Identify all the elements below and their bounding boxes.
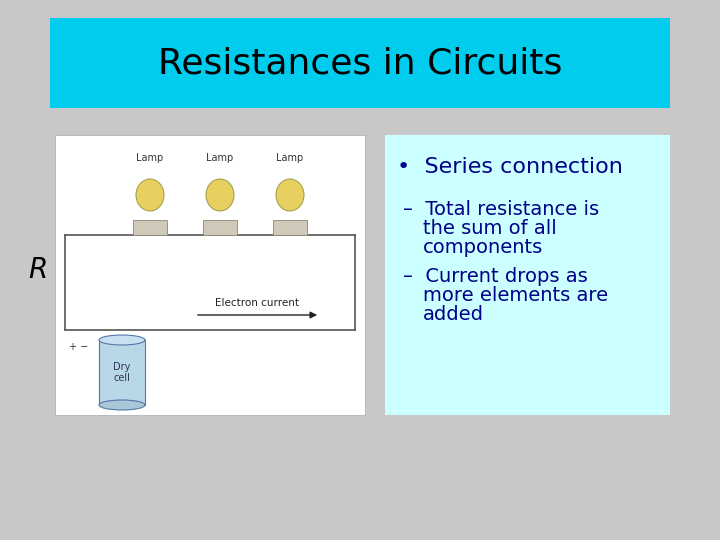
Bar [50,18,670,108]
Ellipse shape [136,179,164,211]
Text: –  Total resistance is: – Total resistance is [403,200,599,219]
Text: + −: + − [69,342,89,352]
Bar [133,220,167,235]
Text: R: R [28,256,48,284]
Bar [99,340,145,405]
Bar [273,220,307,235]
Ellipse shape [99,335,145,345]
Text: –  Current drops as: – Current drops as [403,267,588,286]
Text: Resistances in Circuits: Resistances in Circuits [158,46,562,80]
Text: the sum of all: the sum of all [423,219,557,238]
Ellipse shape [99,400,145,410]
Text: Lamp: Lamp [136,153,163,163]
Text: Electron current: Electron current [215,298,299,308]
Bar [55,135,365,415]
Text: added: added [423,305,484,324]
Text: more elements are: more elements are [423,286,608,305]
Text: Dry
cell: Dry cell [113,362,131,383]
Text: components: components [423,238,544,257]
Ellipse shape [276,179,304,211]
Text: Lamp: Lamp [276,153,304,163]
Text: •  Series connection: • Series connection [397,157,623,177]
Bar [203,220,237,235]
Text: Lamp: Lamp [207,153,233,163]
Bar [385,135,670,415]
Ellipse shape [206,179,234,211]
